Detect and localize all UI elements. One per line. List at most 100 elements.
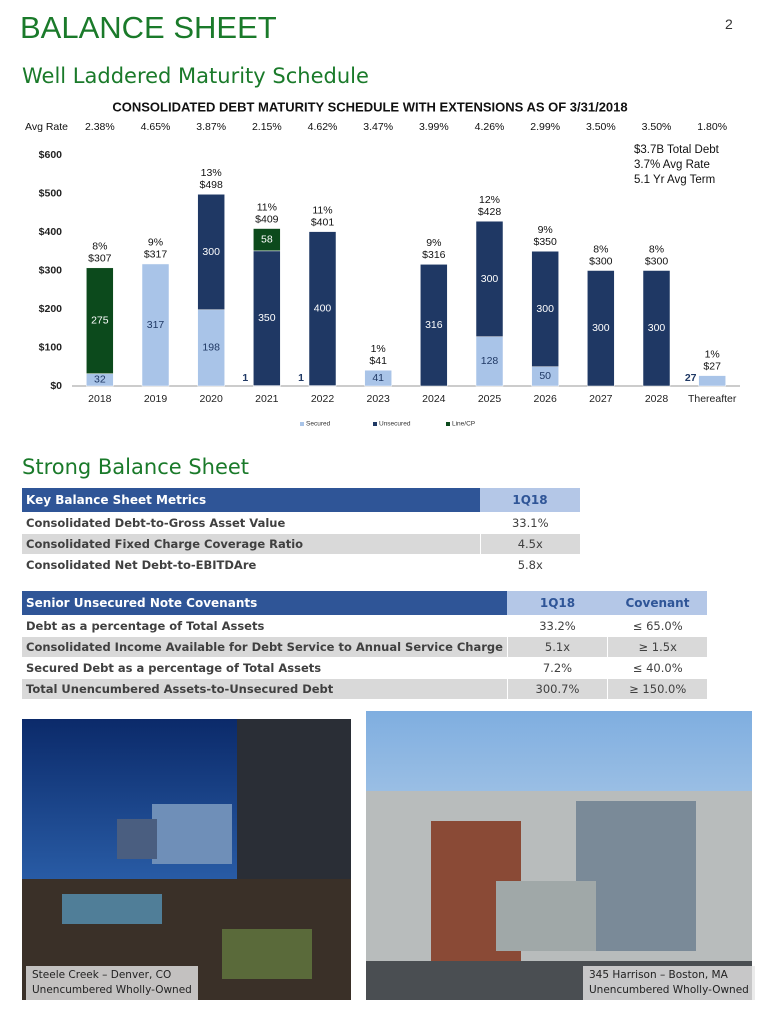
segment-label: 1 bbox=[242, 372, 248, 384]
header-cell: Senior Unsecured Note Covenants bbox=[22, 591, 508, 616]
segment-label: 300 bbox=[592, 322, 610, 334]
legend-swatch bbox=[300, 422, 304, 426]
segment-label: 400 bbox=[314, 302, 332, 314]
bar-segment bbox=[475, 336, 504, 387]
rate: 4.65% bbox=[141, 121, 171, 133]
x-tick-label: 2023 bbox=[366, 393, 390, 405]
rate: 2.15% bbox=[252, 121, 282, 133]
caption-line: Unencumbered Wholly-Owned bbox=[32, 984, 192, 996]
header-cell: Covenant bbox=[607, 591, 708, 616]
total-label: $401 bbox=[311, 216, 335, 228]
x-tick-label: Thereafter bbox=[688, 393, 737, 405]
table-row: Debt as a percentage of Total Assets 33.2… bbox=[22, 615, 708, 637]
table-cell: ≥ 150.0% bbox=[606, 678, 708, 699]
table-cell: Consolidated Income Available for Debt S… bbox=[22, 636, 508, 658]
total-label: $27 bbox=[703, 360, 721, 372]
x-tick-label: 2027 bbox=[589, 393, 613, 405]
total-label: $409 bbox=[255, 213, 279, 225]
table-cell: ≤ 65.0% bbox=[606, 615, 708, 637]
bar-segment bbox=[698, 375, 726, 387]
legend-label: Unsecured bbox=[379, 421, 411, 428]
y-tick-label: $600 bbox=[39, 149, 63, 161]
bar-segment bbox=[253, 250, 281, 386]
legend-label: Secured bbox=[306, 421, 331, 428]
segment-label: 58 bbox=[261, 233, 273, 245]
legend-swatch bbox=[446, 422, 450, 426]
x-tick-label: 2021 bbox=[255, 393, 279, 405]
bar-segment bbox=[364, 369, 392, 387]
share-label: 8% bbox=[649, 243, 664, 255]
total-label: $300 bbox=[589, 255, 613, 267]
caption-line: 345 Harrison – Boston, MA bbox=[589, 969, 728, 981]
rate: 4.26% bbox=[475, 121, 505, 133]
x-tick-label: 2022 bbox=[311, 393, 335, 405]
total-label: $307 bbox=[88, 253, 112, 265]
segment-label: 317 bbox=[147, 319, 165, 331]
segment-label: 198 bbox=[202, 342, 220, 354]
bar-segment bbox=[141, 263, 170, 387]
segment-label: 128 bbox=[481, 355, 499, 367]
segment-label: 316 bbox=[425, 319, 443, 331]
x-tick-label: 2020 bbox=[199, 393, 223, 405]
total-label: $316 bbox=[422, 249, 446, 261]
table-cell: Consolidated Fixed Charge Coverage Ratio bbox=[22, 533, 480, 555]
table-cell: 33.1% bbox=[479, 512, 580, 534]
total-label: $300 bbox=[645, 255, 669, 267]
y-tick-label: $0 bbox=[50, 380, 62, 392]
annotation: 3.7% Avg Rate bbox=[634, 159, 710, 171]
table-cell: ≥ 1.5x bbox=[606, 636, 708, 658]
bar-segment bbox=[587, 270, 615, 387]
x-tick-label: 2028 bbox=[645, 393, 669, 405]
section-heading: Well Laddered Maturity Schedule bbox=[22, 64, 369, 88]
share-label: 8% bbox=[593, 243, 608, 255]
x-tick-label: 2024 bbox=[422, 393, 446, 405]
photo bbox=[366, 711, 752, 1000]
data-table: Key Balance Sheet Metrics 1Q18 Consolidate… bbox=[22, 488, 580, 575]
share-label: 13% bbox=[201, 167, 222, 179]
share-label: 11% bbox=[312, 204, 332, 216]
segment-label: 300 bbox=[202, 246, 220, 258]
share-label: 12% bbox=[479, 194, 500, 206]
bar-segment bbox=[420, 264, 448, 387]
bar-segment bbox=[642, 270, 671, 387]
legend-label: Line/CP bbox=[452, 421, 475, 428]
y-tick-label: $100 bbox=[39, 341, 63, 353]
table-cell: 4.5x bbox=[479, 533, 580, 555]
table-cell: Consolidated Debt-to-Gross Asset Value bbox=[22, 512, 480, 534]
table-cell: Total Unencumbered Assets-to-Unsecured D… bbox=[22, 678, 508, 699]
share-label: 1% bbox=[705, 348, 720, 360]
header-cell: 1Q18 bbox=[507, 591, 608, 616]
table-row: Consolidated Income Available for Debt S… bbox=[22, 636, 708, 658]
data-table: Senior Unsecured Note Covenants 1Q18 Coven… bbox=[22, 591, 708, 699]
total-label: $317 bbox=[144, 249, 168, 261]
table-cell: ≤ 40.0% bbox=[606, 657, 708, 679]
total-label: $350 bbox=[533, 236, 557, 248]
caption-line: Unencumbered Wholly-Owned bbox=[589, 984, 749, 996]
annotation: $3.7B Total Debt bbox=[634, 144, 720, 156]
share-label: 1% bbox=[371, 343, 386, 355]
chart-title: CONSOLIDATED DEBT MATURITY SCHEDULE WITH… bbox=[112, 99, 627, 114]
total-label: $428 bbox=[478, 206, 502, 218]
table-cell: 33.2% bbox=[506, 615, 608, 637]
segment-label: 50 bbox=[539, 370, 551, 382]
segment-label: 300 bbox=[481, 273, 499, 285]
segment-label: 32 bbox=[94, 374, 106, 386]
rate-label: Avg Rate bbox=[25, 121, 68, 133]
annotation: 5.1 Yr Avg Term bbox=[634, 174, 715, 186]
segment-label: 41 bbox=[372, 372, 384, 384]
x-tick-label: 2025 bbox=[478, 393, 502, 405]
bar-segment bbox=[531, 251, 559, 367]
segment-label: 1 bbox=[298, 372, 304, 384]
segment-label: 275 bbox=[91, 315, 109, 327]
page-number: 2 bbox=[725, 16, 733, 32]
y-tick-label: $200 bbox=[39, 303, 63, 315]
table-cell: 5.1x bbox=[506, 636, 608, 658]
photo-caption: Steele Creek – Denver, CO Unencumbered Wh… bbox=[26, 966, 198, 1000]
page-title: BALANCE SHEET bbox=[20, 10, 277, 45]
table-row: Secured Debt as a percentage of Total As… bbox=[22, 657, 708, 679]
segment-label: 27 bbox=[685, 372, 697, 384]
rate: 3.50% bbox=[586, 121, 616, 133]
legend-swatch bbox=[373, 422, 377, 426]
